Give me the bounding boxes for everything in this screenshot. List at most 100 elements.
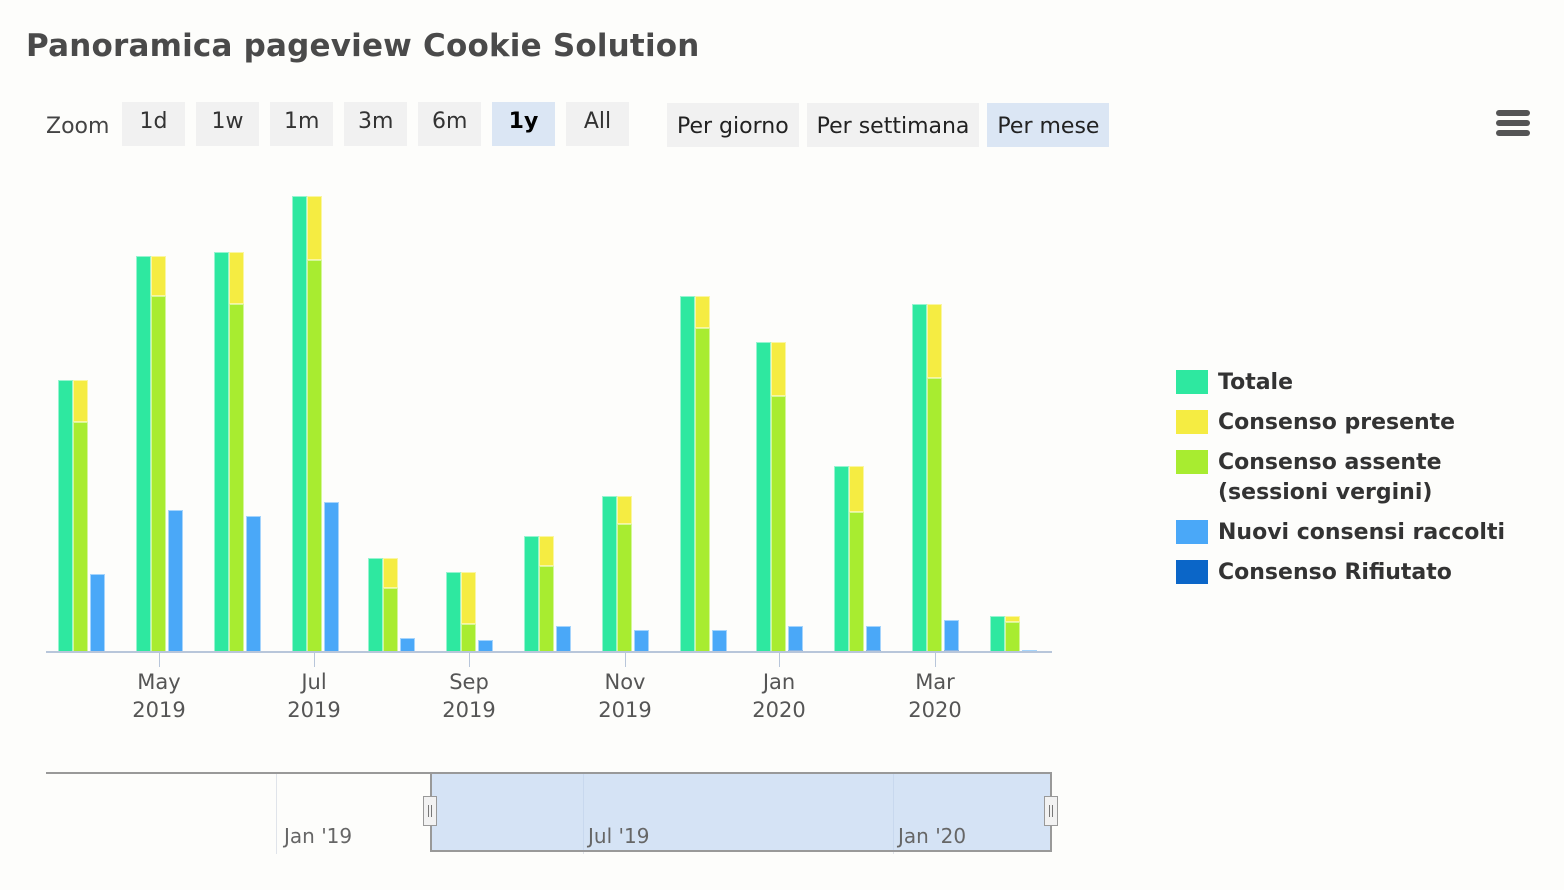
legend-swatch xyxy=(1176,560,1208,584)
bar-consenso-assente[interactable] xyxy=(539,566,554,652)
bar-consenso-assente[interactable] xyxy=(849,512,864,652)
bar-consenso-assente[interactable] xyxy=(383,588,398,652)
bar-consenso-assente[interactable] xyxy=(73,422,88,652)
bar-nuovi-consensi[interactable] xyxy=(944,620,959,652)
legend-item-totale[interactable]: Totale xyxy=(1176,368,1518,398)
bar-consenso-assente[interactable] xyxy=(461,624,476,652)
range-selector: Zoom xyxy=(46,102,119,146)
bar-nuovi-consensi[interactable] xyxy=(400,638,415,652)
x-tick-label: Jan 2020 xyxy=(729,668,829,724)
per-mese-button[interactable]: Per mese xyxy=(987,103,1110,147)
bar-consenso-assente[interactable] xyxy=(151,296,166,652)
bar-nuovi-consensi[interactable] xyxy=(634,630,649,652)
bar-totale[interactable] xyxy=(990,616,1005,652)
bar-consenso-assente[interactable] xyxy=(229,304,244,652)
bar-consenso-presente[interactable] xyxy=(73,380,88,422)
legend-item-consenso-assente[interactable]: Consenso assente (sessioni vergini) xyxy=(1176,448,1518,508)
bar-consenso-assente[interactable] xyxy=(1005,622,1020,652)
zoom-1w-button[interactable]: 1w xyxy=(196,102,259,146)
x-tick-label: Nov 2019 xyxy=(575,668,675,724)
bar-totale[interactable] xyxy=(912,304,927,652)
bar-totale[interactable] xyxy=(446,572,461,652)
bar-consenso-presente[interactable] xyxy=(927,304,942,378)
per-settimana-button[interactable]: Per settimana xyxy=(806,103,980,147)
x-tick-month: Mar xyxy=(915,670,955,694)
bar-consenso-assente[interactable] xyxy=(617,524,632,652)
bar-consenso-presente[interactable] xyxy=(1005,616,1020,622)
bar-nuovi-consensi[interactable] xyxy=(788,626,803,652)
x-tick xyxy=(314,653,315,667)
per-giorno-button[interactable]: Per giorno xyxy=(667,103,799,147)
bar-consenso-presente[interactable] xyxy=(849,466,864,512)
bar-nuovi-consensi[interactable] xyxy=(168,510,183,652)
navigator-label: Jan '19 xyxy=(284,824,353,848)
zoom-label: Zoom xyxy=(46,113,110,139)
x-axis-line xyxy=(46,651,1052,653)
bar-totale[interactable] xyxy=(368,558,383,652)
zoom-1m-button[interactable]: 1m xyxy=(270,102,333,146)
chart-title: Panoramica pageview Cookie Solution xyxy=(26,28,700,64)
bar-consenso-presente[interactable] xyxy=(151,256,166,296)
hamburger-menu-icon[interactable] xyxy=(1496,110,1530,140)
bar-nuovi-consensi[interactable] xyxy=(90,574,105,652)
x-tick xyxy=(779,653,780,667)
zoom-3m-button[interactable]: 3m xyxy=(344,102,407,146)
zoom-1y-button[interactable]: 1y xyxy=(492,102,555,146)
legend-label: Consenso assente (sessioni vergini) xyxy=(1218,450,1442,505)
legend-item-consenso-rifiutato[interactable]: Consenso Rifiutato xyxy=(1176,558,1518,588)
bar-consenso-assente[interactable] xyxy=(695,328,710,652)
bar-totale[interactable] xyxy=(58,380,73,652)
bar-totale[interactable] xyxy=(292,196,307,652)
x-tick-month: Jan xyxy=(762,670,796,694)
navigator-left-handle[interactable] xyxy=(423,796,437,826)
legend-swatch xyxy=(1176,520,1208,544)
x-tick xyxy=(625,653,626,667)
bar-consenso-presente[interactable] xyxy=(539,536,554,566)
bar-totale[interactable] xyxy=(524,536,539,652)
zoom-6m-button[interactable]: 6m xyxy=(418,102,481,146)
bar-consenso-presente[interactable] xyxy=(383,558,398,588)
legend: Totale Consenso presente Consenso assent… xyxy=(1176,368,1518,598)
x-tick xyxy=(469,653,470,667)
bar-nuovi-consensi[interactable] xyxy=(246,516,261,652)
bar-totale[interactable] xyxy=(756,342,771,652)
legend-item-consenso-presente[interactable]: Consenso presente xyxy=(1176,408,1518,438)
bar-consenso-presente[interactable] xyxy=(307,196,322,260)
bar-consenso-assente[interactable] xyxy=(927,378,942,652)
x-tick-year: 2020 xyxy=(908,698,962,722)
bar-totale[interactable] xyxy=(834,466,849,652)
bar-totale[interactable] xyxy=(136,256,151,652)
bar-totale[interactable] xyxy=(602,496,617,652)
navigator-label: Jul '19 xyxy=(588,824,650,848)
bar-nuovi-consensi[interactable] xyxy=(556,626,571,652)
bar-totale[interactable] xyxy=(214,252,229,652)
bar-consenso-presente[interactable] xyxy=(695,296,710,328)
bar-consenso-presente[interactable] xyxy=(229,252,244,304)
x-tick-label: Jul 2019 xyxy=(264,668,364,724)
navigator-right-handle[interactable] xyxy=(1044,796,1058,826)
legend-item-nuovi-consensi[interactable]: Nuovi consensi raccolti xyxy=(1176,518,1518,548)
period-buttons: Per giorno Per settimana Per mese xyxy=(667,103,1117,147)
bar-nuovi-consensi[interactable] xyxy=(712,630,727,652)
bar-consenso-presente[interactable] xyxy=(617,496,632,524)
x-tick-year: 2019 xyxy=(442,698,496,722)
x-tick-month: Jul xyxy=(301,670,327,694)
bar-nuovi-consensi[interactable] xyxy=(324,502,339,652)
zoom-all-button[interactable]: All xyxy=(566,102,629,146)
bar-consenso-presente[interactable] xyxy=(771,342,786,396)
bar-totale[interactable] xyxy=(680,296,695,652)
bar-consenso-presente[interactable] xyxy=(461,572,476,624)
bar-consenso-assente[interactable] xyxy=(771,396,786,652)
x-tick-label: May 2019 xyxy=(109,668,209,724)
x-tick-month: Nov xyxy=(604,670,646,694)
legend-label: Consenso Rifiutato xyxy=(1218,560,1452,585)
x-tick-year: 2020 xyxy=(752,698,806,722)
navigator[interactable]: Jan '19 Jul '19 Jan '20 xyxy=(46,772,1058,854)
bar-nuovi-consensi[interactable] xyxy=(866,626,881,652)
x-tick-year: 2019 xyxy=(132,698,186,722)
bar-consenso-assente[interactable] xyxy=(307,260,322,652)
legend-label: Nuovi consensi raccolti xyxy=(1218,520,1506,545)
x-tick-month: May xyxy=(137,670,181,694)
zoom-1d-button[interactable]: 1d xyxy=(122,102,185,146)
x-tick-month: Sep xyxy=(449,670,489,694)
